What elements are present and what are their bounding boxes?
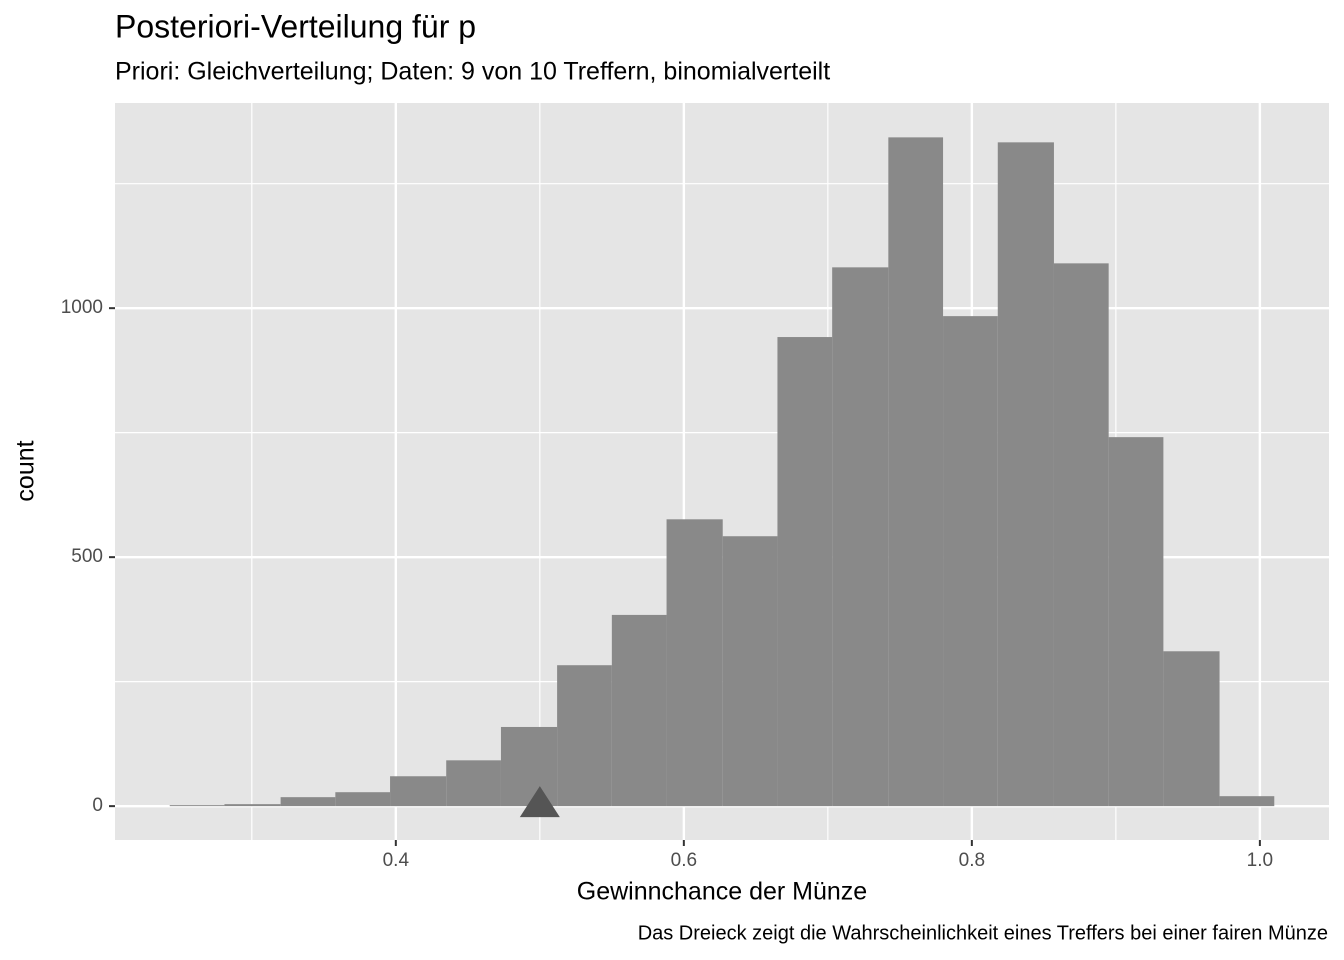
- bar: [722, 536, 778, 807]
- bar: [557, 665, 612, 807]
- bar: [832, 267, 889, 807]
- bar: [1163, 651, 1220, 807]
- bar: [1053, 263, 1109, 807]
- chart-title: Posteriori-Verteilung für p: [115, 8, 476, 44]
- bar: [666, 519, 723, 807]
- bar: [777, 337, 833, 807]
- bar: [390, 776, 447, 807]
- bar: [446, 760, 501, 807]
- x-tick-label: 0.4: [383, 850, 410, 871]
- bar: [335, 792, 391, 807]
- bar: [943, 316, 998, 807]
- bar: [1108, 437, 1164, 807]
- bar: [888, 137, 944, 807]
- bar: [169, 805, 225, 807]
- marker-triangle: [519, 786, 560, 818]
- bar: [611, 614, 667, 807]
- x-axis-label: Gewinnchance der Münze: [577, 878, 867, 906]
- caption: Das Dreieck zeigt die Wahrscheinlichkeit…: [638, 922, 1328, 944]
- bar: [224, 804, 281, 807]
- x-tick-label: 0.8: [959, 850, 985, 871]
- x-tick-label: 0.6: [671, 850, 697, 871]
- bar: [997, 142, 1054, 807]
- chart-subtitle: Priori: Gleichverteilung; Daten: 9 von 1…: [115, 58, 830, 86]
- bar: [280, 797, 336, 807]
- x-tick-label: 1.0: [1247, 850, 1273, 871]
- y-tick-label: 1000: [61, 297, 103, 318]
- bar: [1219, 796, 1275, 807]
- y-tick-label: 500: [71, 546, 103, 567]
- y-axis-label: count: [12, 440, 40, 501]
- y-tick-label: 0: [92, 795, 103, 816]
- bar: [500, 726, 558, 807]
